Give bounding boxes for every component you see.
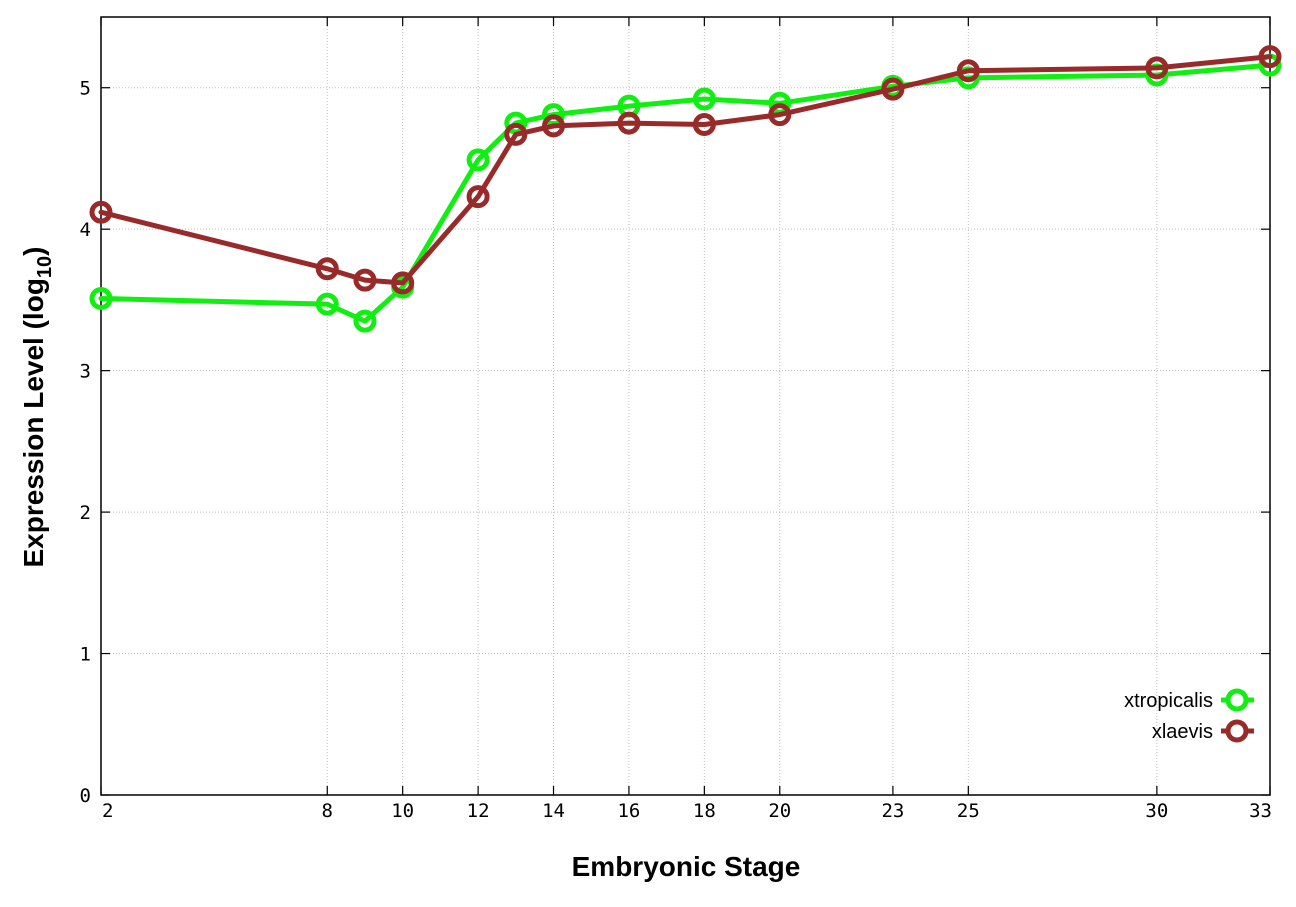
- x-tick-label-25: 25: [957, 800, 980, 822]
- y-tick-label-1: 1: [80, 644, 91, 666]
- y-axis-label-close: ): [18, 247, 49, 256]
- x-tick-label-10: 10: [391, 800, 414, 822]
- x-tick-label-12: 12: [467, 800, 490, 822]
- data-point-xlaevis-30: [1145, 56, 1169, 80]
- y-tick-label-5: 5: [80, 78, 91, 100]
- grid-lines: [101, 17, 1270, 795]
- data-point-xlaevis-16: [617, 111, 641, 135]
- plot-area-frame: [100, 16, 1271, 796]
- series-xlaevis: [89, 45, 1282, 295]
- y-axis-label: Expression Level (log10): [18, 247, 56, 568]
- data-point-xtropicalis-8: [315, 292, 339, 316]
- x-tick-label-18: 18: [693, 800, 716, 822]
- data-point-xlaevis-10: [391, 271, 415, 295]
- legend-marker-xlaevis: [1225, 719, 1249, 743]
- x-tick-label-2: 2: [102, 800, 113, 822]
- x-tick-labels: 2 8 10 12 14 16 18 20 23 25 30 33: [102, 800, 1272, 822]
- series-xtropicalis: [89, 53, 1282, 333]
- x-tick-label-33: 33: [1249, 800, 1272, 822]
- axis-ticks: [100, 17, 1271, 796]
- y-tick-label-3: 3: [80, 361, 91, 383]
- data-point-xlaevis-25: [956, 59, 980, 83]
- y-axis-label-subscript: 10: [34, 256, 56, 278]
- data-point-xlaevis-33: [1258, 45, 1282, 69]
- data-point-xlaevis-23: [881, 77, 905, 101]
- x-tick-label-8: 8: [322, 800, 333, 822]
- data-point-xlaevis-18: [692, 113, 716, 137]
- data-point-xtropicalis-9: [353, 309, 377, 333]
- series-layer: [89, 45, 1282, 333]
- x-tick-label-23: 23: [881, 800, 904, 822]
- data-point-xlaevis-8: [315, 257, 339, 281]
- y-tick-label-0: 0: [80, 785, 91, 807]
- data-point-xlaevis-13: [504, 122, 528, 146]
- x-tick-label-30: 30: [1145, 800, 1168, 822]
- y-axis-label-main: Expression Level (log: [18, 278, 49, 567]
- data-point-xlaevis-9: [353, 268, 377, 292]
- x-tick-label-20: 20: [768, 800, 791, 822]
- x-axis-label: Embryonic Stage: [572, 851, 801, 882]
- data-point-xlaevis-2: [89, 200, 113, 224]
- y-tick-label-4: 4: [80, 219, 91, 241]
- series-line-xlaevis: [98, 54, 1273, 286]
- data-point-xtropicalis-12: [466, 148, 490, 172]
- data-point-xlaevis-14: [542, 114, 566, 138]
- x-tick-label-14: 14: [542, 800, 565, 822]
- x-tick-label-16: 16: [617, 800, 640, 822]
- data-point-xlaevis-20: [768, 103, 792, 127]
- y-tick-label-2: 2: [80, 502, 91, 524]
- data-point-xtropicalis-18: [692, 87, 716, 111]
- legend-label-xtropicalis: xtropicalis: [1124, 690, 1213, 712]
- legend: xtropicalis xlaevis: [1124, 688, 1254, 743]
- y-tick-labels: 0 1 2 3 4 5: [80, 78, 91, 807]
- data-point-xtropicalis-2: [89, 286, 113, 310]
- legend-marker-xtropicalis: [1225, 688, 1249, 712]
- legend-label-xlaevis: xlaevis: [1152, 721, 1213, 743]
- series-line-xtropicalis: [98, 62, 1273, 324]
- data-point-xlaevis-12: [466, 185, 490, 209]
